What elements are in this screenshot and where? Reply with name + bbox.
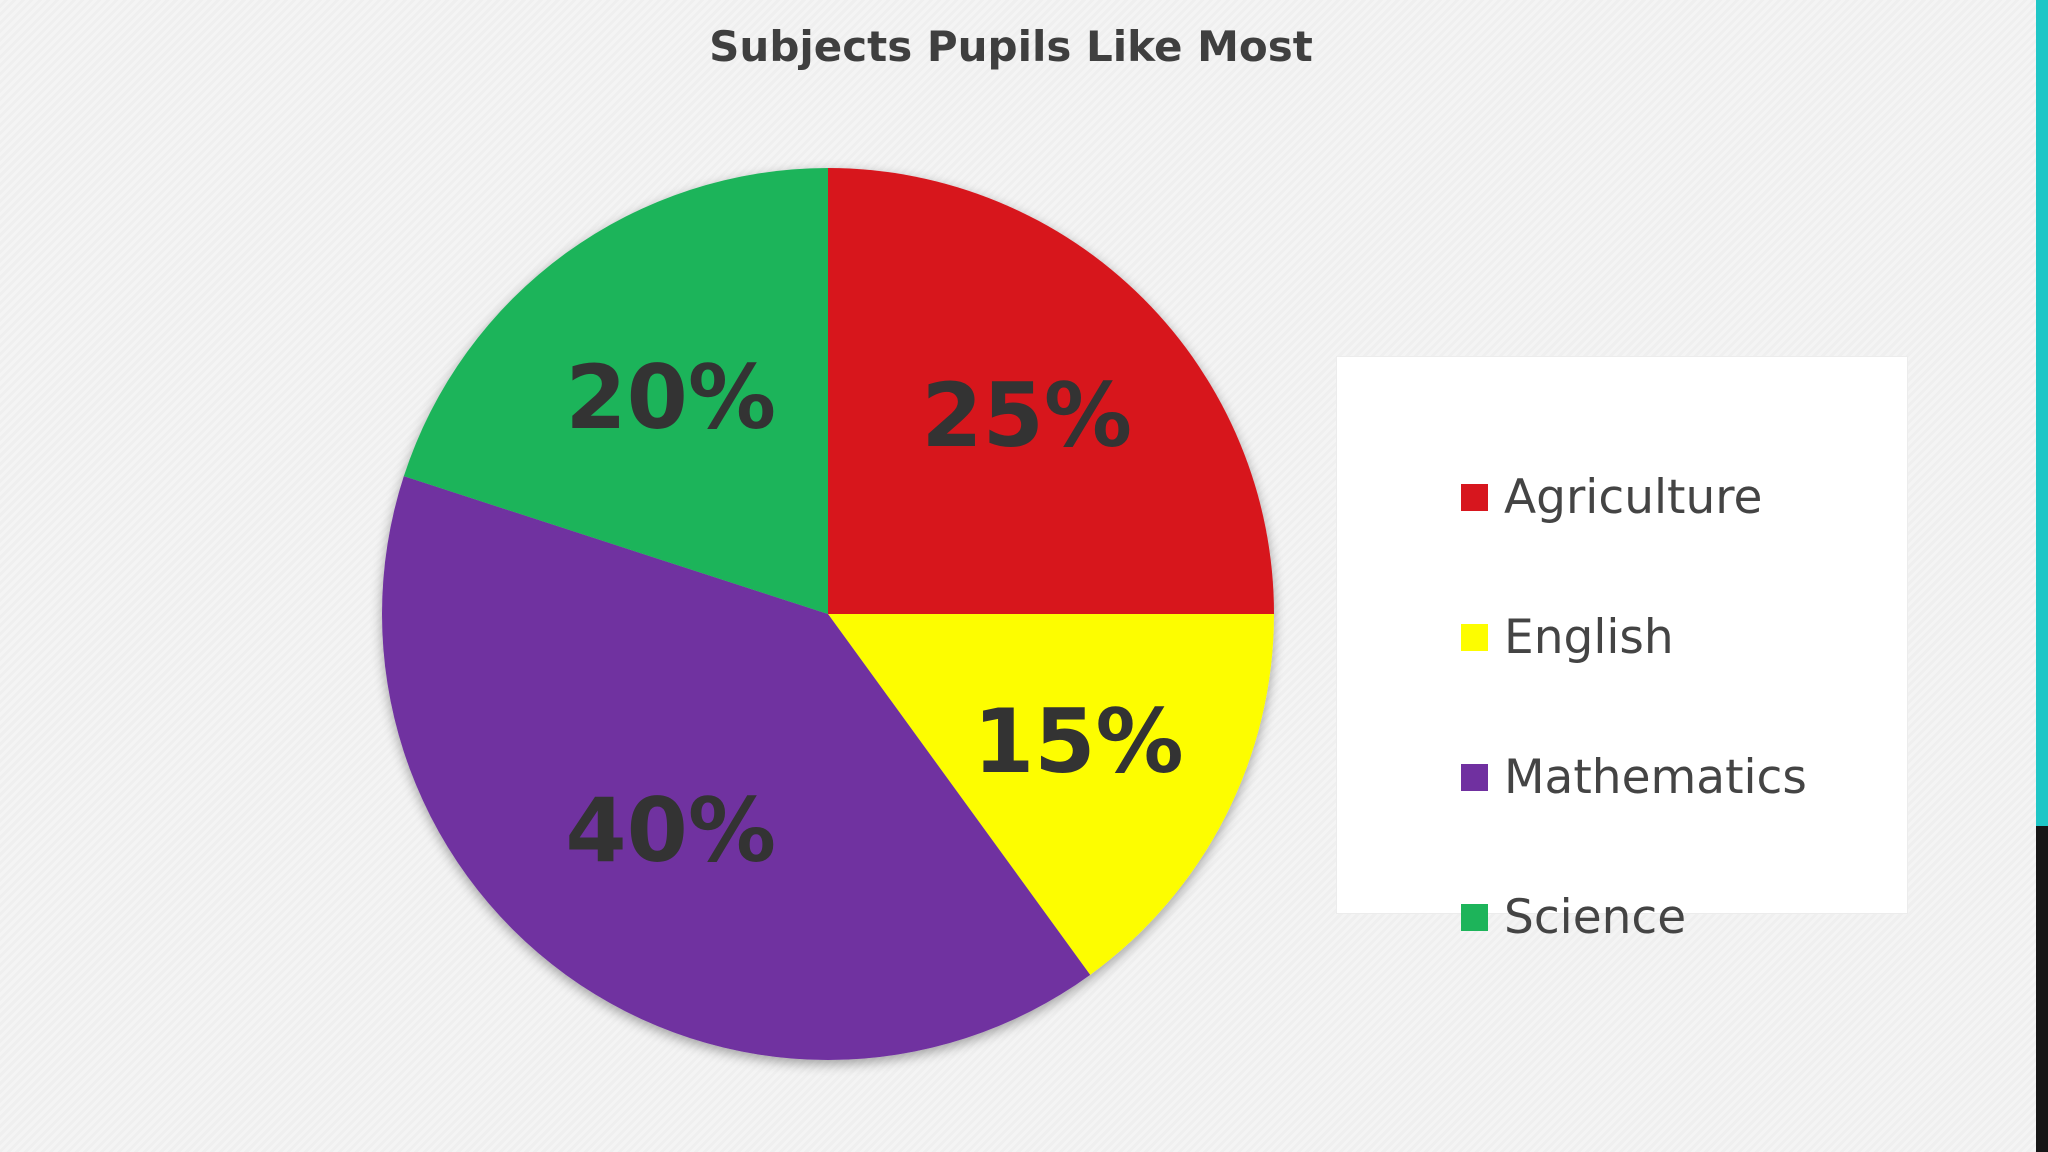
pie-slice-english: [828, 614, 1274, 975]
data-label-mathematics: 40%: [565, 779, 776, 882]
edge-accent-bar: [2036, 0, 2048, 826]
pie-slice-mathematics: [382, 476, 1091, 1060]
pie-slice-science: [403, 168, 828, 614]
legend-swatch: [1461, 763, 1488, 791]
legend-item-mathematics: Mathematics: [1461, 747, 1807, 807]
legend-label: English: [1504, 609, 1674, 665]
legend-swatch: [1461, 623, 1488, 651]
data-label-agriculture: 25%: [921, 364, 1132, 467]
edge-dark-bar: [2036, 826, 2048, 1152]
legend-label: Science: [1504, 889, 1687, 945]
legend-label: Agriculture: [1504, 469, 1763, 525]
pie-slice-agriculture: [828, 168, 1274, 614]
legend-swatch: [1461, 483, 1488, 511]
chart-title: Subjects Pupils Like Most: [709, 22, 1313, 71]
chart-legend: Agriculture English Mathematics Science: [1336, 356, 1908, 945]
legend-label: Mathematics: [1504, 749, 1807, 805]
legend-swatch: [1461, 903, 1488, 931]
data-label-science: 20%: [565, 346, 776, 449]
data-label-english: 15%: [973, 690, 1184, 793]
legend-item-science: Science: [1461, 887, 1686, 947]
legend-item-english: English: [1461, 607, 1674, 667]
legend-item-agriculture: Agriculture: [1461, 467, 1762, 527]
